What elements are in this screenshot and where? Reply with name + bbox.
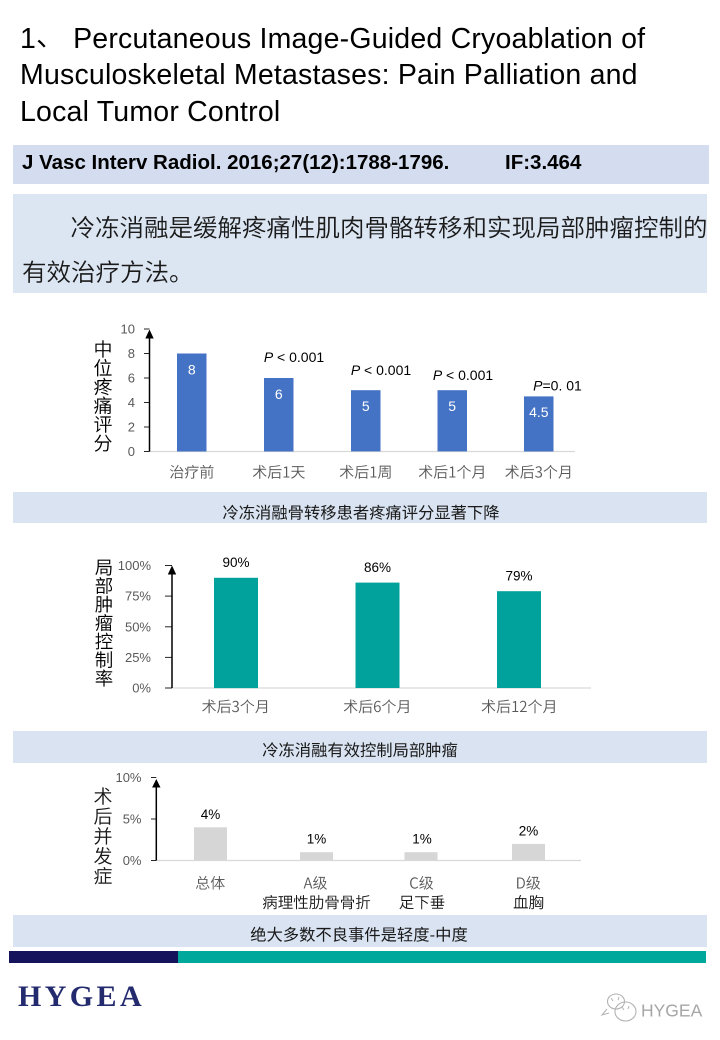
svg-text:8: 8 bbox=[188, 361, 196, 377]
svg-text:10: 10 bbox=[121, 322, 135, 337]
svg-text:0: 0 bbox=[128, 444, 135, 459]
svg-text:0%: 0% bbox=[132, 681, 151, 696]
svg-text:2: 2 bbox=[128, 420, 135, 435]
svg-text:P < 0.001: P < 0.001 bbox=[433, 367, 494, 383]
svg-text:79%: 79% bbox=[505, 569, 532, 584]
svg-text:1%: 1% bbox=[412, 832, 432, 847]
svg-text:4.5: 4.5 bbox=[529, 404, 549, 420]
svg-text:50%: 50% bbox=[125, 619, 151, 634]
svg-text:100%: 100% bbox=[118, 558, 152, 573]
svg-text:25%: 25% bbox=[125, 650, 151, 665]
svg-text:75%: 75% bbox=[125, 589, 151, 604]
svg-text:HYGEA: HYGEA bbox=[641, 1001, 703, 1021]
svg-text:5%: 5% bbox=[123, 812, 142, 827]
svg-text:1%: 1% bbox=[307, 832, 327, 847]
svg-text:6: 6 bbox=[128, 371, 135, 386]
svg-text:0%: 0% bbox=[123, 853, 142, 868]
svg-text:P < 0.001: P < 0.001 bbox=[351, 362, 412, 378]
svg-text:2%: 2% bbox=[519, 823, 539, 838]
svg-text:90%: 90% bbox=[222, 555, 249, 570]
svg-text:86%: 86% bbox=[364, 560, 391, 575]
svg-text:10%: 10% bbox=[115, 770, 141, 785]
svg-text:P < 0.001: P < 0.001 bbox=[264, 349, 325, 365]
svg-text:4%: 4% bbox=[201, 807, 221, 822]
svg-text:5: 5 bbox=[448, 398, 456, 414]
svg-text:8: 8 bbox=[128, 346, 135, 361]
svg-text:P=0. 01: P=0. 01 bbox=[533, 378, 582, 394]
svg-text:4: 4 bbox=[128, 395, 135, 410]
svg-text:6: 6 bbox=[275, 386, 283, 402]
svg-text:5: 5 bbox=[362, 398, 370, 414]
